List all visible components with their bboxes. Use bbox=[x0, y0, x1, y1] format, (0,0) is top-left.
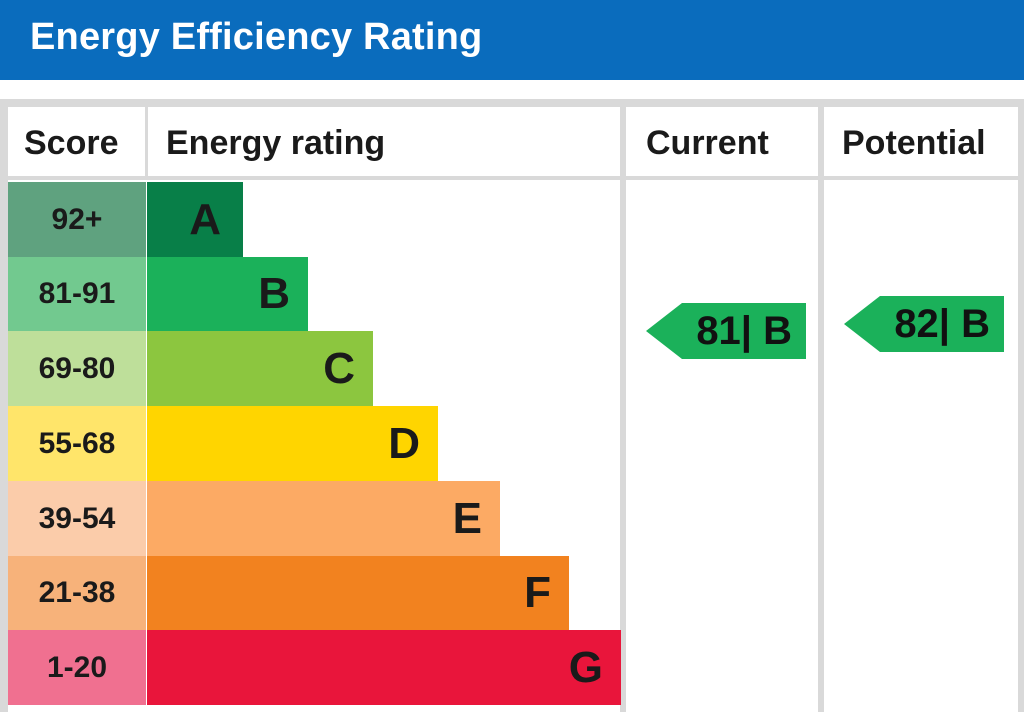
header-bar: Energy Efficiency Rating bbox=[0, 0, 1024, 80]
current-column-header: Current bbox=[646, 118, 769, 168]
table-top-border bbox=[0, 99, 1024, 107]
rating-bar-a: A bbox=[147, 182, 243, 257]
score-cell-d: 55-68 bbox=[8, 406, 146, 481]
score-cell-e: 39-54 bbox=[8, 481, 146, 556]
score-cell-f: 21-38 bbox=[8, 556, 146, 630]
score-cell-b: 81-91 bbox=[8, 257, 146, 331]
rating-bar-c: C bbox=[147, 331, 373, 406]
current-col-divider bbox=[818, 107, 824, 712]
left-border bbox=[0, 99, 8, 712]
right-border bbox=[1018, 107, 1024, 712]
rating-bar-e: E bbox=[147, 481, 500, 556]
energy-rating-column-header: Energy rating bbox=[166, 118, 385, 168]
header-row-divider bbox=[0, 176, 1024, 180]
score-cell-g: 1-20 bbox=[8, 630, 146, 705]
rating-bar-g: G bbox=[147, 630, 621, 705]
score-cell-c: 69-80 bbox=[8, 331, 146, 406]
rating-bar-d: D bbox=[147, 406, 438, 481]
score-col-divider bbox=[145, 107, 148, 179]
rating-col-divider bbox=[620, 107, 626, 712]
potential-column-header: Potential bbox=[842, 118, 986, 168]
rating-bar-f: F bbox=[147, 556, 569, 630]
rating-bar-b: B bbox=[147, 257, 308, 331]
score-column-header: Score bbox=[24, 118, 119, 168]
score-cell-a: 92+ bbox=[8, 182, 146, 257]
page-title: Energy Efficiency Rating bbox=[30, 16, 482, 59]
